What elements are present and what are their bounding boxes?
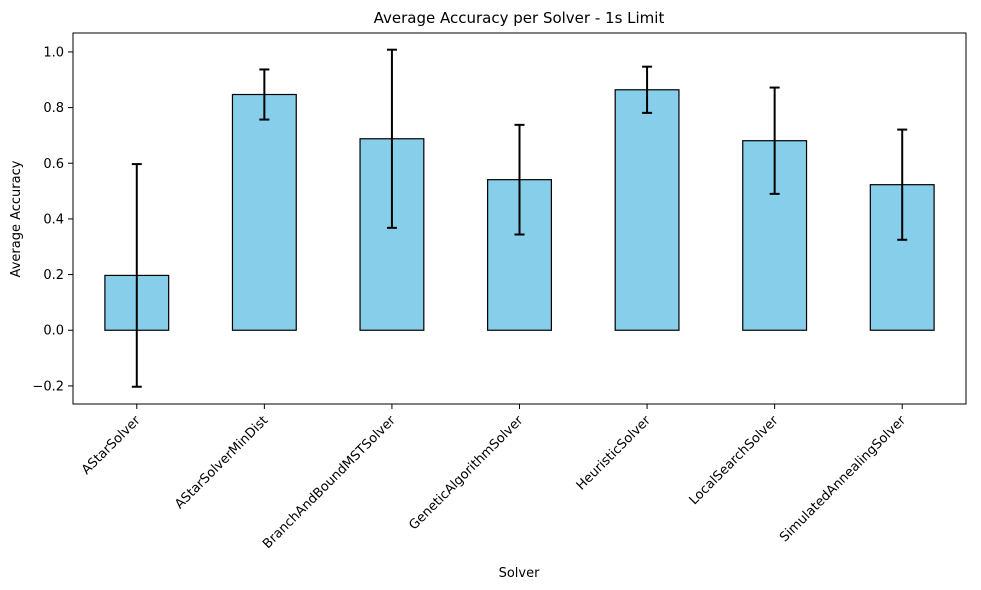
x-tick-label-6: SimulatedAnnealingSolver [777,413,909,545]
y-tick-label-2: 0.2 [43,268,64,283]
error-bar-6 [897,128,908,241]
error-bar-5 [769,86,780,195]
x-tick-label-1: AStarSolverMinDist [172,413,271,512]
x-tick-label-3: GeneticAlgorithmSolver [406,413,526,533]
error-bar-1 [259,68,270,121]
x-axis-label: Solver [499,566,541,581]
error-bars-layer [131,48,908,388]
bar-1 [231,93,297,331]
error-bar-0 [131,163,142,388]
x-tick-label-2: BranchAndBoundMSTSolver [260,413,399,552]
x-tick-label-5: LocalSearchSolver [687,413,782,508]
x-tick-label-4: HeuristicSolver [574,413,655,494]
y-axis-label: Average Accuracy [9,160,24,277]
y-tick-label-4: 0.6 [43,157,64,172]
bar-4 [614,89,680,331]
y-tick-label-3: 0.4 [43,212,64,227]
y-tick-label-0: −0.2 [32,379,64,394]
y-tick-label-1: 0.0 [43,324,64,339]
chart-title: Average Accuracy per Solver - 1s Limit [374,9,665,27]
error-bar-2 [386,48,397,229]
error-bar-3 [514,123,525,236]
error-bar-4 [642,65,653,114]
y-tick-label-6: 1.0 [43,45,64,60]
y-tick-label-5: 0.8 [43,101,64,116]
x-tick-label-0: AStarSolver [79,413,144,478]
